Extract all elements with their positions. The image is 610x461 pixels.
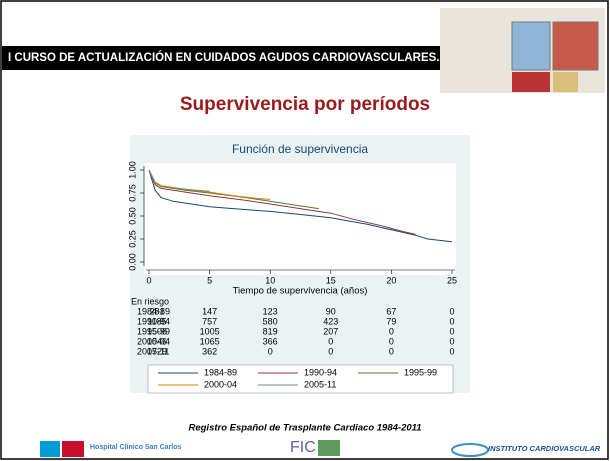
x-tick-label: 0 [146,275,151,285]
risk-value: 1506 [147,326,167,336]
legend-label: 1984-89 [204,367,237,377]
risk-row-label: 1990-94 [137,316,170,326]
header-image [512,72,550,92]
x-tick-label: 20 [386,275,396,285]
risk-value: 123 [263,306,278,316]
x-tick-label: 5 [207,275,212,285]
risk-value: 67 [386,306,396,316]
logo-mark [62,441,84,457]
risk-value: 0 [389,346,394,356]
header-image [553,72,578,92]
risk-value: 0 [449,336,454,346]
survival-curve [148,169,210,192]
risk-value: 819 [263,326,278,336]
risk-value: 366 [263,336,278,346]
risk-value: 1546 [147,336,167,346]
risk-table-title: En riesgo [131,296,169,306]
header-image [511,21,551,71]
risk-value: 147 [202,306,217,316]
risk-value: 0 [328,346,333,356]
chart-title: Función de supervivencia [232,142,368,156]
risk-value: 0 [449,326,454,336]
y-tick-label: 0.25 [127,230,137,248]
risk-value: 0 [449,316,454,326]
x-tick-label: 25 [447,275,457,285]
risk-value: 0 [449,306,454,316]
risk-value: 423 [323,316,338,326]
survival-curve [148,169,416,235]
risk-value: 79 [386,316,396,326]
banner-bar [2,46,512,70]
risk-value: 580 [263,316,278,326]
legend-label: 1995-99 [404,367,437,377]
logo-text: FIC [290,439,316,456]
risk-value: 1729 [147,346,167,356]
legend-label: 2000-04 [204,379,237,389]
x-tick-label: 15 [326,275,336,285]
risk-row-label: 2005-11 [137,346,169,356]
logo-mark [451,443,489,457]
risk-row-label: 1995-99 [137,326,170,336]
y-tick-label: 0.00 [127,253,137,271]
header-images [440,8,605,93]
survival-curve [148,169,453,243]
y-tick-label: 0.75 [127,184,137,202]
risk-value: 0 [389,326,394,336]
risk-value: 90 [326,306,336,316]
risk-value: 207 [323,326,338,336]
y-tick-label: 0.50 [127,207,137,225]
logo-mark [318,440,340,456]
source-note: Registro Español de Trasplante Cardiaco … [188,423,421,434]
legend-label: 2005-11 [304,379,336,389]
risk-row-label: 1984-89 [137,306,170,316]
footer-logos: Hospital Clínico San Carlos FIC INSTITUT… [40,439,601,457]
legend-label: 1990-94 [304,367,337,377]
logo-mark [40,441,60,457]
risk-value: 0 [449,346,454,356]
risk-value: 0 [328,336,333,346]
slide-title: Supervivencia por períodos [180,94,430,115]
risk-value: 1185 [147,316,166,326]
risk-value: 362 [202,346,217,356]
header-image [552,21,599,71]
banner-text: I CURSO DE ACTUALIZACIÓN EN CUIDADOS AGU… [8,51,439,64]
y-tick-label: 1.00 [127,161,137,179]
risk-value: 0 [389,336,394,346]
logo-text: Hospital Clínico San Carlos [90,444,182,451]
risk-value: 757 [202,316,217,326]
risk-row-label: 2000-04 [137,336,170,346]
plot-area [144,163,456,275]
legend-box [147,364,454,394]
risk-value: 1065 [200,336,220,346]
x-axis-label: Tiempo de supervivencia (años) [233,286,368,297]
risk-value: 0 [268,346,273,356]
logo-text: INSTITUTO CARDIOVASCULAR [488,444,601,453]
x-tick-label: 10 [265,275,275,285]
risk-value: 281 [149,306,164,316]
risk-value: 1005 [200,326,220,336]
